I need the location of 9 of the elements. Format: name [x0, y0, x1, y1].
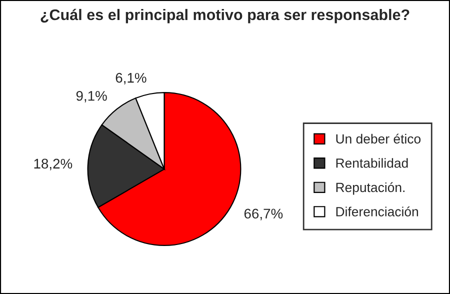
- legend-label: Reputación.: [336, 182, 404, 195]
- data-label: 18,2%: [34, 158, 72, 170]
- legend-label: Rentabilidad: [336, 158, 408, 168]
- data-label: 9,1%: [76, 90, 107, 102]
- legend-label: Diferenciación: [336, 206, 418, 216]
- data-label: 66,7%: [244, 208, 283, 220]
- data-label: 6,1%: [116, 72, 146, 84]
- legend-label: Un deber ético: [336, 134, 421, 144]
- chart-title: ¿Cuál es el principal motivo para ser responsable?: [40, 8, 410, 24]
